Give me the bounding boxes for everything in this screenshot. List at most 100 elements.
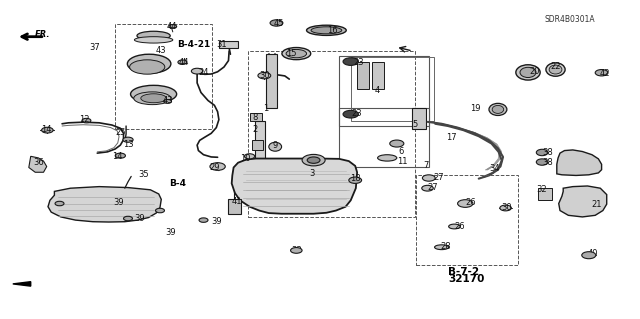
- Bar: [372, 62, 384, 89]
- Circle shape: [302, 154, 325, 166]
- Bar: [339, 56, 429, 126]
- Ellipse shape: [520, 67, 536, 78]
- Ellipse shape: [378, 155, 397, 161]
- Circle shape: [178, 60, 187, 64]
- Text: 30: 30: [259, 71, 269, 80]
- Polygon shape: [13, 282, 31, 286]
- Ellipse shape: [516, 65, 540, 80]
- Bar: [219, 41, 238, 48]
- Circle shape: [500, 205, 511, 211]
- Circle shape: [343, 58, 358, 65]
- Bar: [416, 175, 518, 265]
- Text: 14: 14: [112, 152, 122, 161]
- Text: 14: 14: [41, 125, 51, 134]
- Text: 30: 30: [502, 203, 512, 212]
- Text: 21: 21: [591, 200, 602, 209]
- Ellipse shape: [311, 27, 342, 34]
- Text: 38: 38: [542, 148, 552, 157]
- Ellipse shape: [307, 25, 346, 35]
- Text: SDR4B0301A: SDR4B0301A: [544, 15, 595, 24]
- Ellipse shape: [130, 60, 165, 74]
- Circle shape: [164, 100, 172, 103]
- Text: 31: 31: [216, 40, 227, 48]
- Ellipse shape: [536, 149, 548, 156]
- Text: 26: 26: [465, 198, 476, 207]
- Text: 24: 24: [198, 68, 209, 77]
- Bar: [339, 108, 429, 167]
- Ellipse shape: [449, 224, 460, 229]
- Polygon shape: [559, 186, 607, 217]
- Text: 37: 37: [90, 43, 100, 52]
- Ellipse shape: [546, 63, 565, 76]
- Circle shape: [82, 118, 91, 123]
- Circle shape: [270, 20, 283, 26]
- Circle shape: [258, 72, 271, 79]
- Text: 23: 23: [352, 109, 362, 118]
- Bar: [412, 108, 426, 129]
- Bar: [250, 113, 262, 121]
- Text: 44: 44: [179, 58, 189, 67]
- Circle shape: [55, 201, 64, 206]
- Polygon shape: [29, 156, 47, 172]
- Ellipse shape: [127, 54, 171, 73]
- Text: 7: 7: [423, 161, 428, 170]
- Text: 45: 45: [273, 19, 284, 28]
- Text: 4: 4: [375, 86, 380, 95]
- Circle shape: [156, 208, 164, 213]
- Text: 38: 38: [543, 158, 553, 167]
- Circle shape: [42, 127, 53, 133]
- Bar: [228, 199, 241, 214]
- Text: 11: 11: [397, 157, 407, 166]
- Text: 26: 26: [454, 222, 465, 231]
- Text: 39: 39: [165, 228, 175, 237]
- Circle shape: [115, 153, 125, 158]
- Text: 17: 17: [447, 133, 457, 142]
- Text: 16: 16: [327, 26, 337, 35]
- Text: 3: 3: [310, 169, 315, 178]
- Text: 40: 40: [588, 249, 598, 258]
- Bar: [115, 24, 212, 129]
- Text: 8: 8: [252, 113, 257, 122]
- Circle shape: [191, 68, 203, 74]
- Text: 1: 1: [263, 104, 268, 113]
- Text: 36: 36: [33, 158, 44, 167]
- Text: 9: 9: [273, 141, 278, 150]
- Ellipse shape: [286, 49, 307, 58]
- Polygon shape: [48, 187, 161, 222]
- Circle shape: [422, 185, 433, 191]
- Text: 35: 35: [138, 170, 148, 179]
- Text: 32: 32: [537, 185, 547, 194]
- Bar: [538, 188, 552, 200]
- Text: 13: 13: [123, 140, 133, 149]
- Text: 19: 19: [470, 104, 481, 113]
- Circle shape: [343, 110, 358, 118]
- Ellipse shape: [549, 65, 562, 74]
- Ellipse shape: [131, 85, 177, 103]
- Circle shape: [291, 248, 302, 253]
- Text: 42: 42: [600, 69, 610, 78]
- Text: 43: 43: [163, 96, 173, 105]
- Ellipse shape: [269, 142, 282, 151]
- Text: 5: 5: [412, 120, 417, 129]
- Text: 43: 43: [156, 46, 166, 55]
- Text: 32170: 32170: [448, 274, 484, 284]
- Text: 22: 22: [550, 63, 561, 71]
- Text: 12: 12: [79, 115, 90, 124]
- Circle shape: [458, 200, 473, 207]
- Text: 27: 27: [428, 183, 438, 192]
- Text: B-4-21: B-4-21: [177, 40, 210, 49]
- Circle shape: [244, 154, 255, 159]
- Text: 27: 27: [433, 173, 444, 182]
- Text: 23: 23: [354, 58, 364, 67]
- Ellipse shape: [489, 103, 507, 115]
- Text: 34: 34: [490, 164, 500, 173]
- Ellipse shape: [134, 37, 173, 43]
- Text: B-4: B-4: [170, 179, 186, 188]
- Text: 39: 39: [211, 217, 221, 226]
- Ellipse shape: [134, 92, 171, 105]
- Bar: [252, 140, 263, 150]
- Ellipse shape: [282, 48, 311, 60]
- Text: B-7-2: B-7-2: [448, 267, 479, 277]
- Ellipse shape: [137, 31, 170, 40]
- Ellipse shape: [492, 105, 504, 114]
